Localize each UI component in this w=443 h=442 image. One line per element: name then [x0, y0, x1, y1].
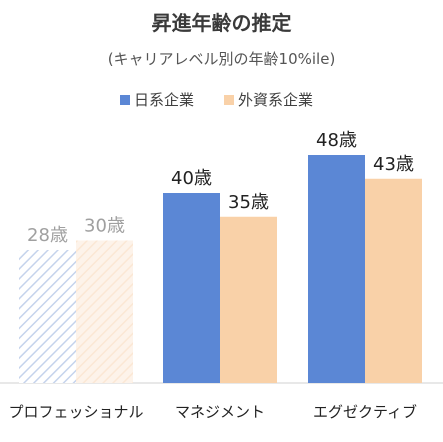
bar-japanese-1 — [163, 193, 220, 383]
legend-label-japanese: 日系企業 — [134, 91, 194, 109]
legend-label-foreign: 外資系企業 — [238, 91, 313, 109]
category-label-1: マネジメント — [175, 403, 265, 421]
category-label-2: エグゼクティブ — [313, 403, 417, 421]
bar-foreign-0 — [76, 240, 133, 383]
chart-title: 昇進年齢の推定 — [152, 11, 292, 35]
value-label-japanese-2: 48歳 — [316, 130, 357, 151]
bar-foreign-2 — [365, 178, 422, 383]
value-label-japanese-1: 40歳 — [171, 168, 212, 189]
value-label-japanese-0: 28歳 — [27, 225, 68, 246]
legend-swatch-japanese — [120, 95, 130, 105]
bar-japanese-2 — [308, 155, 365, 383]
category-label-0: プロフェッショナル — [8, 403, 143, 421]
value-label-foreign-0: 30歳 — [84, 216, 125, 237]
chart-subtitle: (キャリアレベル別の年齢10%ile) — [108, 50, 336, 68]
bar-foreign-1 — [220, 216, 277, 383]
legend: 日系企業 外資系企業 — [120, 91, 313, 109]
value-label-foreign-1: 35歳 — [228, 192, 269, 213]
bar-japanese-0 — [19, 250, 76, 383]
value-label-foreign-2: 43歳 — [373, 154, 414, 175]
legend-swatch-foreign — [224, 95, 234, 105]
